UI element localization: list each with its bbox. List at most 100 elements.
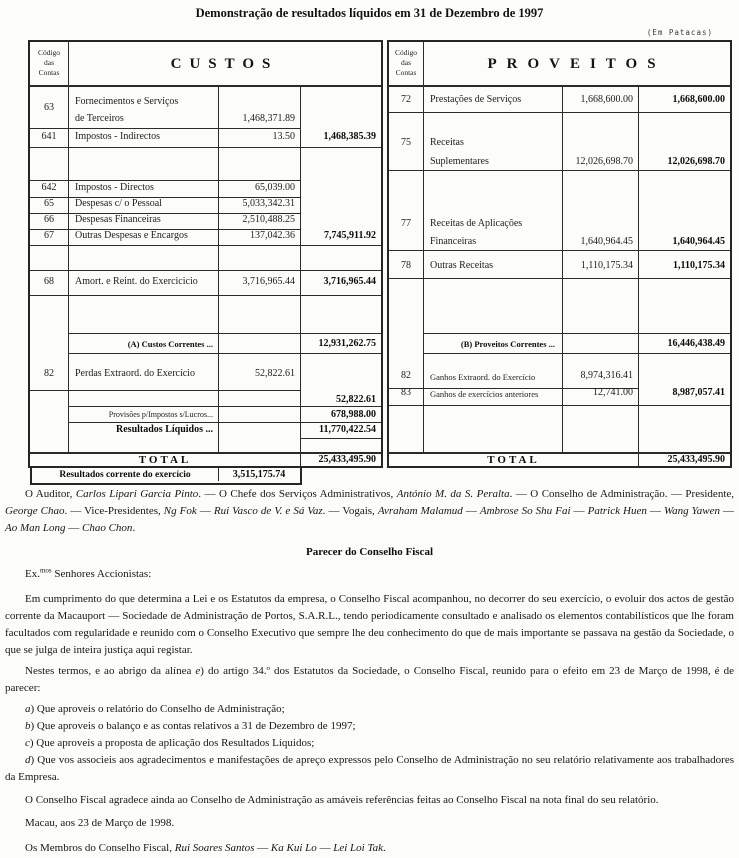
- grid-line: [30, 128, 300, 129]
- row-desc: Despesas Financeiras: [75, 214, 161, 225]
- row-desc: Amort. e Reint. do Exercicicio: [75, 276, 198, 287]
- grid-line: [389, 405, 730, 406]
- account-code: 72: [401, 94, 411, 105]
- account-code: 68: [44, 276, 54, 287]
- opinion-item-c: c) Que aproveis a proposta de aplicação …: [25, 737, 315, 749]
- row-desc: Ganhos Extraord. do Exercício: [430, 372, 536, 382]
- subtotal-label: (B) Proveitos Correntes ...: [460, 339, 555, 349]
- amount: 65,039.00: [255, 182, 295, 193]
- grid-line: [30, 180, 300, 181]
- total-amount: 25,433,495.90: [318, 454, 377, 465]
- terms-paragraph: Nestes termos, e ao abrigo da alínea e) …: [5, 665, 734, 694]
- total-amount: 52,822.61: [336, 394, 376, 405]
- row-desc: Despesas c/ o Pessoal: [75, 198, 162, 209]
- account-code: 77: [401, 218, 411, 229]
- grid-line: [423, 333, 730, 334]
- account-code: 82: [44, 368, 54, 379]
- code-header-line: Código: [37, 48, 61, 57]
- grid-line: [30, 147, 381, 148]
- grid-line: [68, 42, 69, 452]
- custos-table: Código das Contas CUSTOS 63 641 642 65 6…: [28, 40, 383, 468]
- amount: 12,741.00: [593, 387, 633, 398]
- opinion-item-a: a) Que aproveis o relatório do Conselho …: [25, 703, 285, 715]
- proveitos-table: Código das Contas PROVEITOS 72 75 77 78 …: [387, 40, 732, 468]
- row-desc: Outras Receitas: [430, 260, 494, 271]
- row-desc: Ganhos de exercícios anteriores: [430, 389, 539, 399]
- code-header-line: das: [44, 58, 54, 67]
- grid-line: [218, 85, 219, 452]
- total-amount: 12,026,698.70: [667, 156, 726, 167]
- account-code: 83: [401, 387, 411, 398]
- grid-line: [68, 406, 381, 407]
- account-code: 63: [44, 102, 54, 113]
- row-desc: Impostos - Directos: [75, 182, 154, 193]
- code-header-line: Contas: [395, 68, 417, 77]
- account-code: 78: [401, 260, 411, 271]
- currency-unit-note: (Em Patacas): [646, 28, 713, 37]
- amount: 5,033,342.31: [242, 198, 296, 209]
- grid-line: [389, 250, 730, 251]
- total-amount: 1,640,964.45: [672, 236, 726, 247]
- grid-line: [423, 42, 424, 452]
- account-code: 82: [401, 370, 411, 381]
- opinion-item-b: b) Que aproveis o balanço e as contas re…: [25, 720, 356, 732]
- total-amount: 1,668,600.00: [672, 94, 726, 105]
- amount: 1,640,964.45: [580, 236, 634, 247]
- grid-line: [389, 388, 638, 389]
- grid-line: [68, 422, 381, 423]
- total-label: TOTAL: [487, 454, 540, 466]
- grid-line: [423, 353, 730, 354]
- salutation: Ex.mos Senhores Accionistas:: [25, 566, 152, 580]
- proveitos-section-title: PROVEITOS: [487, 56, 666, 72]
- code-header-line: Código: [394, 48, 418, 57]
- account-code: 75: [401, 137, 411, 148]
- parecer-heading: Parecer do Conselho Fiscal: [306, 546, 433, 558]
- thanks-paragraph: O Conselho Fiscal agradece ainda ao Cons…: [25, 794, 659, 806]
- custos-code-header: Código das Contas: [30, 48, 68, 78]
- grid-line: [68, 333, 381, 334]
- grid-line: [389, 278, 730, 279]
- grid-line: [389, 85, 730, 87]
- resultado-corrente-label: Resultados corrente do exercício: [59, 470, 191, 480]
- total-amount: 8,987,057.41: [672, 387, 726, 398]
- provisoes-label: Provisões p/Impostos s/Lucros...: [108, 410, 213, 419]
- grid-line: [638, 85, 639, 466]
- total-amount: 1,110,175.34: [673, 260, 725, 271]
- amount: 3,716,965.44: [242, 276, 296, 287]
- amount: 2,510,488.25: [242, 214, 296, 225]
- resultado-corrente-value: 3,515,175.74: [232, 469, 286, 480]
- amount: 12,026,698.70: [575, 156, 634, 167]
- amount: 13.50: [272, 131, 296, 142]
- row-desc: Impostos - Indirectos: [75, 131, 160, 142]
- grid-line: [30, 213, 300, 214]
- row-desc: Fornecimentos e Serviços: [75, 96, 179, 107]
- row-desc: Receitas de Aplicações: [430, 218, 523, 229]
- grid-line: [30, 295, 381, 296]
- account-code: 642: [41, 182, 57, 193]
- account-code: 66: [44, 214, 54, 225]
- grid-line: [30, 270, 381, 271]
- proveitos-code-header: Código das Contas: [389, 48, 423, 78]
- resultado-corrente-row: Resultados corrente do exercício 3,515,1…: [30, 468, 302, 485]
- amount: 1,468,371.89: [242, 113, 296, 124]
- code-header-line: Contas: [38, 68, 60, 77]
- total-amount: 25,433,495.90: [667, 454, 726, 465]
- grid-line: [562, 85, 563, 452]
- resultados-liquidos-label: Resultados Líquidos ...: [116, 424, 213, 435]
- amount: 1,110,175.34: [580, 260, 633, 271]
- signatures-paragraph: O Auditor, Carlos Lipari Garcia Pinto. —…: [5, 488, 735, 534]
- subtotal-label: (A) Custos Correntes ...: [127, 339, 213, 349]
- body-text: O Auditor, Carlos Lipari Garcia Pinto. —…: [5, 486, 734, 857]
- row-desc: Financeiras: [430, 236, 477, 247]
- total-amount: 3,716,965.44: [323, 276, 377, 287]
- row-desc: Outras Despesas e Encargos: [75, 230, 188, 241]
- total-amount: 7,745,911.92: [324, 230, 376, 241]
- amount: 8,974,316.41: [580, 370, 634, 381]
- grid-line: [30, 197, 300, 198]
- account-code: 67: [44, 230, 54, 241]
- grid-line: [389, 112, 730, 113]
- total-amount: 11,770,422.54: [319, 424, 376, 435]
- custos-section-title: CUSTOS: [170, 56, 279, 72]
- total-label: TOTAL: [138, 454, 192, 466]
